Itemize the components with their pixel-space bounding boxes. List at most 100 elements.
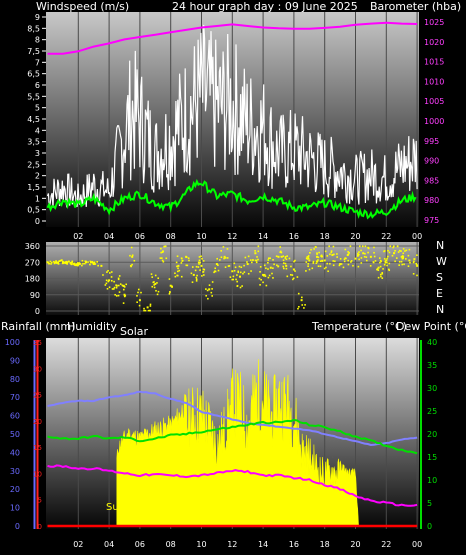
direction-point [137,288,140,291]
direction-point [50,263,52,265]
direction-point [387,268,390,271]
direction-point [259,271,261,273]
direction-point [392,246,394,249]
sun-label: Sun F [106,502,134,513]
rainfall-tick-label: 10 [33,470,42,478]
direction-point [57,262,60,265]
direction-point [373,251,375,254]
direction-point [305,270,307,272]
temperature-tick-label: 30 [427,384,437,393]
direction-point [143,307,145,310]
direction-point [320,255,322,257]
windspeed-tick-label: 7,5 [27,47,40,56]
direction-point [381,277,384,279]
temperature-tick-label: 25 [427,407,437,416]
barometer-tick-label: 985 [424,176,439,185]
windspeed-tick-label: 4 [35,126,40,135]
temperature-axis-title: Temperature (°C) [312,320,407,333]
direction-point [104,284,107,286]
direction-point [269,266,272,269]
direction-point [195,276,198,279]
direction-point [131,263,133,266]
direction-point [358,251,360,253]
direction-point [358,245,361,248]
direction-point [315,246,317,248]
direction-point [284,255,287,258]
direction-point [306,256,309,258]
direction-point [290,265,292,268]
temp-xtick-label: 10 [196,540,206,549]
direction-point [377,276,380,279]
rainfall-tick-label: 15 [33,444,42,452]
direction-point [180,257,183,259]
direction-point [198,256,201,258]
direction-point [285,258,288,261]
direction-point [61,259,63,261]
direction-point [211,295,213,297]
direction-point [316,253,318,255]
direction-point [305,257,308,260]
direction-point [144,309,147,312]
direction-tick-label: 0 [35,307,40,316]
direction-point [178,269,181,272]
wind-xtick-label: 20 [350,232,360,241]
direction-point [251,261,253,264]
direction-point [262,274,265,277]
direction-point [400,260,403,263]
direction-point [386,264,388,267]
direction-point [402,248,405,250]
temperature-tick-label: 40 [427,338,437,347]
direction-point [309,252,311,254]
direction-point [407,254,410,257]
direction-point [57,261,60,264]
direction-point [360,257,363,259]
direction-point [231,270,234,273]
direction-point [199,269,201,271]
direction-point [357,252,359,255]
direction-point [291,274,294,276]
direction-point [153,284,155,286]
direction-point [66,261,69,264]
barometer-tick-label: 1010 [424,77,444,86]
direction-point [191,266,194,268]
direction-point [89,260,92,263]
direction-point [349,245,352,248]
direction-point [147,309,150,312]
direction-point [382,268,384,270]
direction-point [106,287,109,290]
barometer-tick-label: 990 [424,157,439,166]
direction-point [140,291,142,294]
rainfall-axis-title: Rainfall (mm) [1,320,76,333]
direction-point [385,259,388,262]
direction-point [110,271,113,273]
direction-point [315,262,318,265]
direction-point [254,259,257,262]
direction-point [250,270,252,272]
direction-point [272,267,274,269]
direction-point [305,261,308,263]
temp-xtick-label: 12 [227,540,237,549]
direction-point [229,276,232,278]
direction-point [293,260,295,263]
direction-point [161,259,164,262]
direction-point [277,255,280,258]
direction-point [379,265,382,268]
windspeed-tick-label: 6,5 [27,70,40,79]
direction-point [190,272,193,275]
direction-point [263,273,266,276]
direction-point [316,255,318,258]
direction-point [177,270,179,273]
direction-point [279,251,282,253]
direction-point [211,288,213,290]
direction-point [77,264,79,267]
direction-point [304,304,306,306]
direction-point [180,275,183,278]
direction-point [113,286,116,289]
direction-point [348,252,351,254]
direction-point [303,307,305,309]
direction-point [156,282,158,284]
direction-point [307,255,309,258]
direction-point [286,255,288,257]
windspeed-tick-label: 1 [35,194,40,203]
direction-point [372,261,375,263]
